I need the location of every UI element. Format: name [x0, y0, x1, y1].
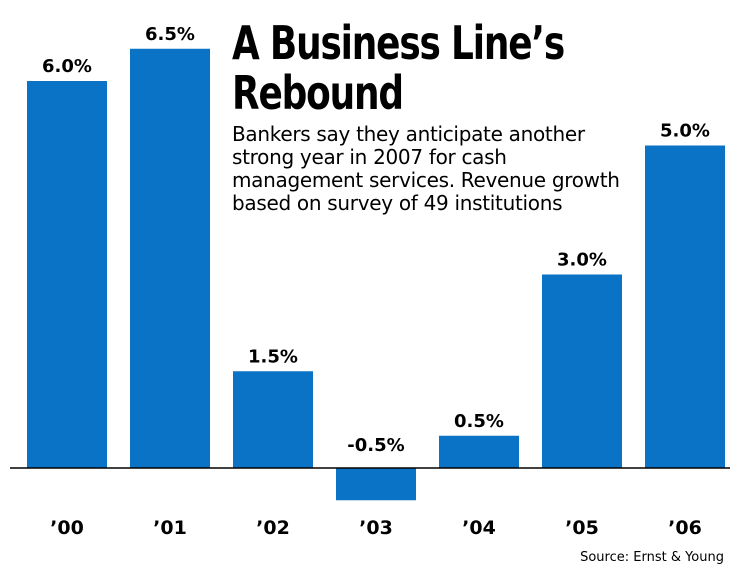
- chart-title-line-2: Rebound: [232, 66, 404, 120]
- category-label-3: ’03: [359, 517, 393, 539]
- category-labels-group: ’00 ’01 ’02 ’03 ’04 ’05 ’06: [50, 517, 702, 539]
- data-label-0: 6.0%: [42, 56, 92, 77]
- chart-title: A Business Line’s Rebound: [232, 18, 606, 118]
- data-label-6: 5.0%: [660, 121, 710, 142]
- bar-3: [336, 468, 416, 501]
- bar-1: [130, 48, 210, 468]
- bar-0: [27, 81, 107, 468]
- chart-title-line-1: A Business Line’s: [232, 16, 565, 70]
- data-label-2: 1.5%: [248, 346, 298, 367]
- data-label-3: -0.5%: [347, 435, 404, 456]
- category-label-5: ’05: [565, 517, 599, 539]
- bar-6: [645, 145, 725, 468]
- category-label-6: ’06: [668, 517, 702, 539]
- category-label-1: ’01: [153, 517, 187, 539]
- source-note: Source: Ernst & Young: [580, 550, 724, 565]
- bar-5: [542, 274, 622, 468]
- data-label-4: 0.5%: [454, 411, 504, 432]
- bar-2: [233, 371, 313, 468]
- chart-subtitle: Bankers say they anticipate another stro…: [232, 122, 620, 215]
- bar-4: [439, 435, 519, 468]
- category-label-0: ’00: [50, 517, 84, 539]
- data-label-1: 6.5%: [145, 24, 195, 45]
- bars-group: [27, 48, 725, 501]
- data-label-5: 3.0%: [557, 250, 607, 271]
- data-labels-group: 6.0% 6.5% 1.5% -0.5% 0.5% 3.0% 5.0%: [42, 24, 710, 456]
- category-label-2: ’02: [256, 517, 290, 539]
- category-label-4: ’04: [462, 517, 496, 539]
